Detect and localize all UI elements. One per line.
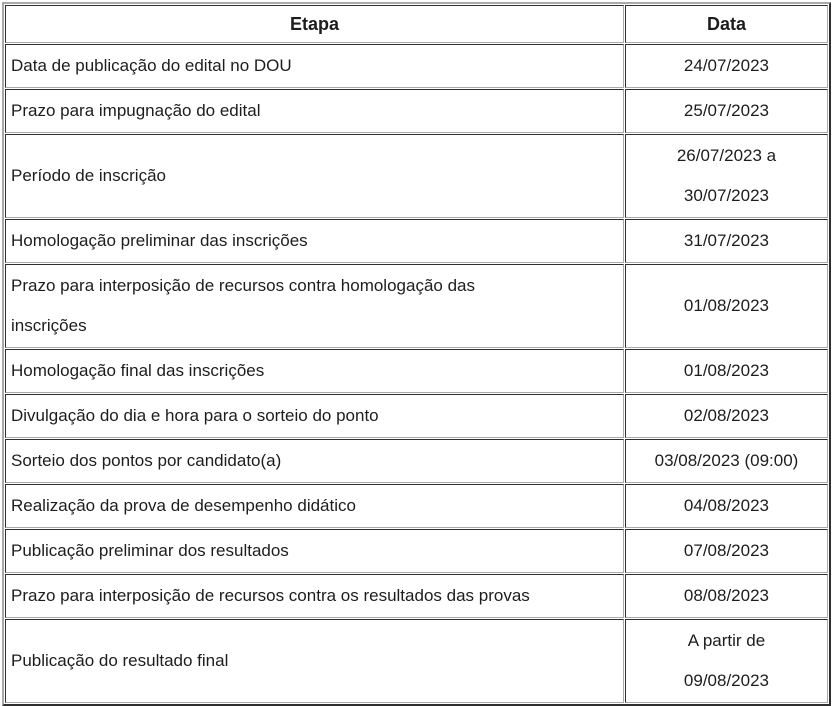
cell-line: Prazo para interposição de recursos cont… bbox=[11, 276, 475, 295]
data-cell: 01/08/2023 bbox=[624, 349, 828, 393]
cell-line: 07/08/2023 bbox=[683, 541, 770, 560]
table-row: Prazo para interposição de recursos cont… bbox=[5, 264, 828, 348]
etapa-cell: Prazo para interposição de recursos cont… bbox=[5, 574, 624, 618]
data-cell: 02/08/2023 bbox=[624, 394, 828, 438]
etapa-cell: Período de inscrição bbox=[5, 134, 624, 218]
etapa-cell: Realização da prova de desempenho didáti… bbox=[5, 484, 624, 528]
data-cell: 08/08/2023 bbox=[624, 574, 828, 618]
data-cell: 03/08/2023 (09:00) bbox=[624, 439, 828, 483]
cell-line: Prazo para interposição de recursos cont… bbox=[11, 586, 530, 605]
etapa-cell: Publicação do resultado final bbox=[5, 619, 624, 703]
cell-line: Sorteio dos pontos por candidato(a) bbox=[11, 451, 282, 470]
cell-line: 08/08/2023 bbox=[683, 586, 770, 605]
cell-line: 31/07/2023 bbox=[683, 231, 770, 250]
cell-line: Divulgação do dia e hora para o sorteio … bbox=[11, 406, 379, 425]
column-header-etapa: Etapa bbox=[5, 5, 624, 43]
data-cell: 31/07/2023 bbox=[624, 219, 828, 263]
cell-line: 09/08/2023 bbox=[683, 671, 770, 690]
table-row: Homologação final das inscrições 01/08/2… bbox=[5, 349, 828, 393]
data-cell: 24/07/2023 bbox=[624, 44, 828, 88]
cell-line: Prazo para impugnação do edital bbox=[11, 101, 261, 120]
cell-line: Realização da prova de desempenho didáti… bbox=[11, 496, 356, 515]
cell-line: Homologação preliminar das inscrições bbox=[11, 231, 308, 250]
cell-line: 26/07/2023 a bbox=[676, 146, 777, 165]
data-cell: 01/08/2023 bbox=[624, 264, 828, 348]
data-cell: 07/08/2023 bbox=[624, 529, 828, 573]
etapa-cell: Sorteio dos pontos por candidato(a) bbox=[5, 439, 624, 483]
column-header-data: Data bbox=[624, 5, 828, 43]
table-row: Data de publicação do edital no DOU 24/0… bbox=[5, 44, 828, 88]
etapa-cell: Prazo para impugnação do edital bbox=[5, 89, 624, 133]
data-cell: 25/07/2023 bbox=[624, 89, 828, 133]
etapa-cell: Homologação preliminar das inscrições bbox=[5, 219, 624, 263]
etapa-cell: Homologação final das inscrições bbox=[5, 349, 624, 393]
etapa-cell: Data de publicação do edital no DOU bbox=[5, 44, 624, 88]
cell-line: Publicação do resultado final bbox=[11, 651, 229, 670]
table-row: Divulgação do dia e hora para o sorteio … bbox=[5, 394, 828, 438]
table-body: Data de publicação do edital no DOU 24/0… bbox=[5, 44, 828, 703]
cell-line: Homologação final das inscrições bbox=[11, 361, 265, 380]
cell-line: 01/08/2023 bbox=[683, 296, 770, 315]
header-row: Etapa Data bbox=[5, 5, 828, 43]
table-row: Prazo para impugnação do edital 25/07/20… bbox=[5, 89, 828, 133]
cell-line: 01/08/2023 bbox=[683, 361, 770, 380]
etapa-cell: Publicação preliminar dos resultados bbox=[5, 529, 624, 573]
table-row: Homologação preliminar das inscrições 31… bbox=[5, 219, 828, 263]
table-row: Publicação do resultado final A partir d… bbox=[5, 619, 828, 703]
data-cell: A partir de 09/08/2023 bbox=[624, 619, 828, 703]
cell-line: 25/07/2023 bbox=[683, 101, 770, 120]
cell-line: A partir de bbox=[687, 631, 766, 650]
data-cell: 26/07/2023 a 30/07/2023 bbox=[624, 134, 828, 218]
cell-line: inscrições bbox=[11, 316, 87, 335]
table-row: Realização da prova de desempenho didáti… bbox=[5, 484, 828, 528]
cell-line: 04/08/2023 bbox=[683, 496, 770, 515]
cell-line: 30/07/2023 bbox=[683, 186, 770, 205]
data-cell: 04/08/2023 bbox=[624, 484, 828, 528]
cell-line: 03/08/2023 (09:00) bbox=[654, 451, 799, 470]
cell-line: 02/08/2023 bbox=[683, 406, 770, 425]
cell-line: Data de publicação do edital no DOU bbox=[11, 56, 292, 75]
table-row: Publicação preliminar dos resultados 07/… bbox=[5, 529, 828, 573]
table-row: Sorteio dos pontos por candidato(a) 03/0… bbox=[5, 439, 828, 483]
table-row: Prazo para interposição de recursos cont… bbox=[5, 574, 828, 618]
table-row: Período de inscrição 26/07/2023 a 30/07/2… bbox=[5, 134, 828, 218]
etapa-cell: Divulgação do dia e hora para o sorteio … bbox=[5, 394, 624, 438]
cell-line: 24/07/2023 bbox=[683, 56, 770, 75]
etapa-cell: Prazo para interposição de recursos cont… bbox=[5, 264, 624, 348]
cell-line: Publicação preliminar dos resultados bbox=[11, 541, 289, 560]
cell-line: Período de inscrição bbox=[11, 166, 166, 185]
